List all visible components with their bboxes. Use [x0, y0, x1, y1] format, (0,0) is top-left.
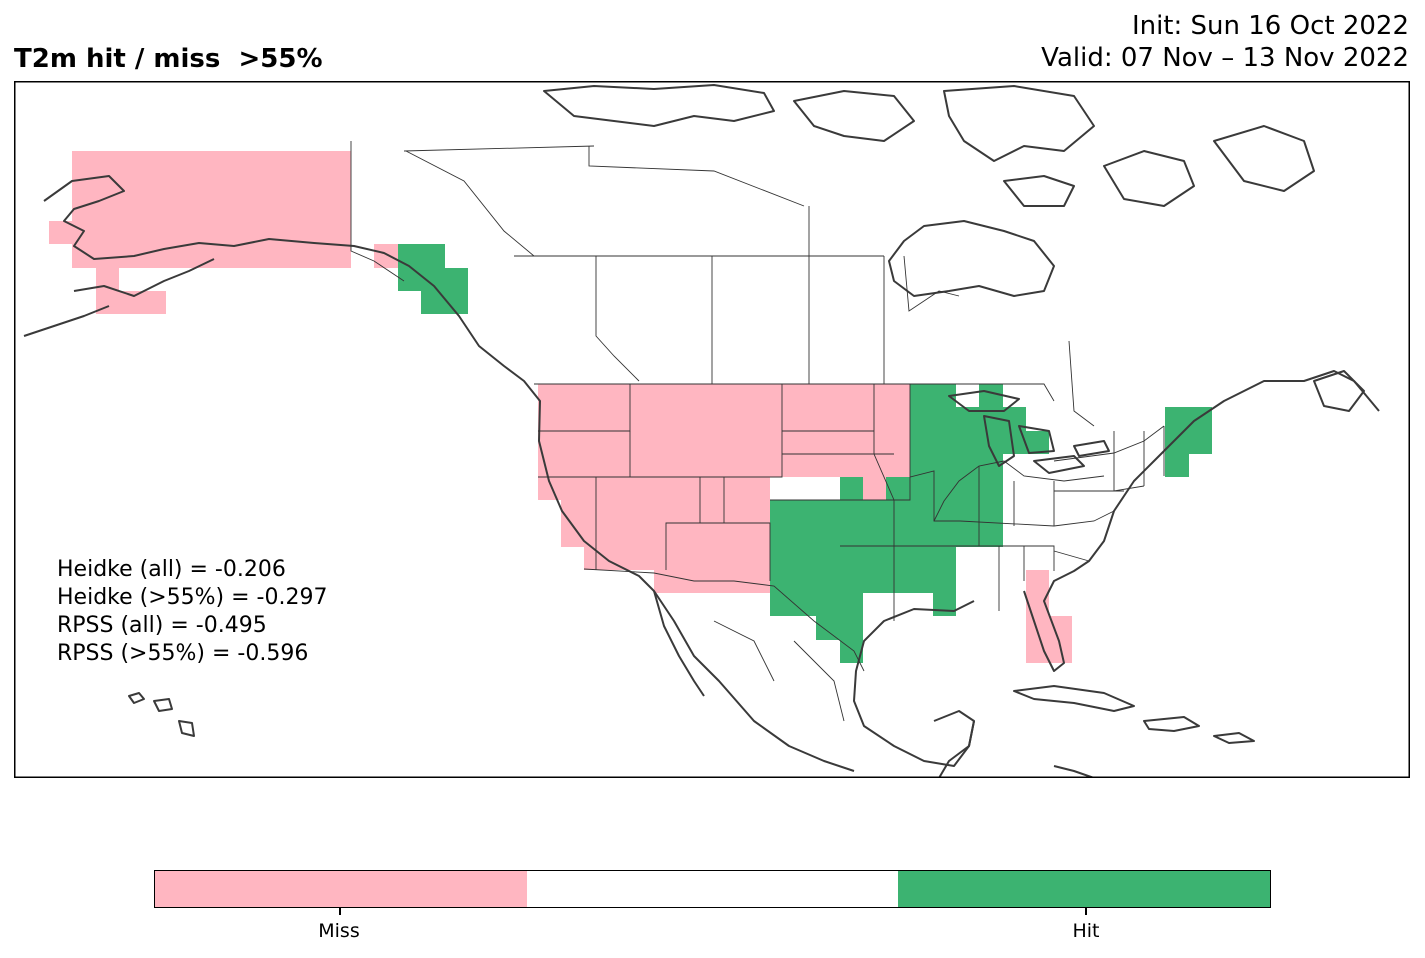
miss-region-alaska — [49, 151, 351, 314]
init-date: Init: Sun 16 Oct 2022 — [1131, 11, 1409, 41]
hit-region-panhandle — [398, 244, 468, 314]
hit-cells — [398, 244, 1212, 663]
hit-region-central-us — [770, 384, 1049, 663]
colorbar-tick-miss — [339, 908, 341, 915]
colorbar-label-miss: Miss — [318, 920, 360, 942]
valid-date-range: Valid: 07 Nov – 13 Nov 2022 — [1041, 43, 1409, 73]
political-borders — [350, 141, 1165, 722]
forecast-map — [14, 81, 1410, 778]
map-title: T2m hit / miss >55% — [14, 44, 323, 74]
skill-scores: Heidke (all) = -0.206 Heidke (>55%) = -0… — [57, 556, 327, 668]
map-canvas — [14, 81, 1410, 778]
score-rpss-all: RPSS (all) = -0.495 — [57, 613, 267, 638]
coastlines — [23, 84, 1380, 778]
score-heidke-all: Heidke (all) = -0.206 — [57, 557, 286, 582]
colorbar — [154, 870, 1271, 908]
score-rpss-55: RPSS (>55%) = -0.596 — [57, 641, 309, 666]
colorbar-tick-hit — [1085, 908, 1087, 915]
miss-cell-panhandle — [374, 244, 398, 268]
hit-region-new-england — [1165, 407, 1212, 477]
score-heidke-55: Heidke (>55%) = -0.297 — [57, 585, 328, 610]
map-border — [14, 81, 1410, 778]
colorbar-hit-segment — [898, 871, 1271, 907]
colorbar-label-hit: Hit — [1072, 920, 1100, 942]
colorbar-miss-segment — [155, 871, 527, 907]
colorbar-neutral-segment — [526, 871, 899, 907]
date-info: Init: Sun 16 Oct 2022 Valid: 07 Nov – 13… — [1041, 10, 1409, 74]
